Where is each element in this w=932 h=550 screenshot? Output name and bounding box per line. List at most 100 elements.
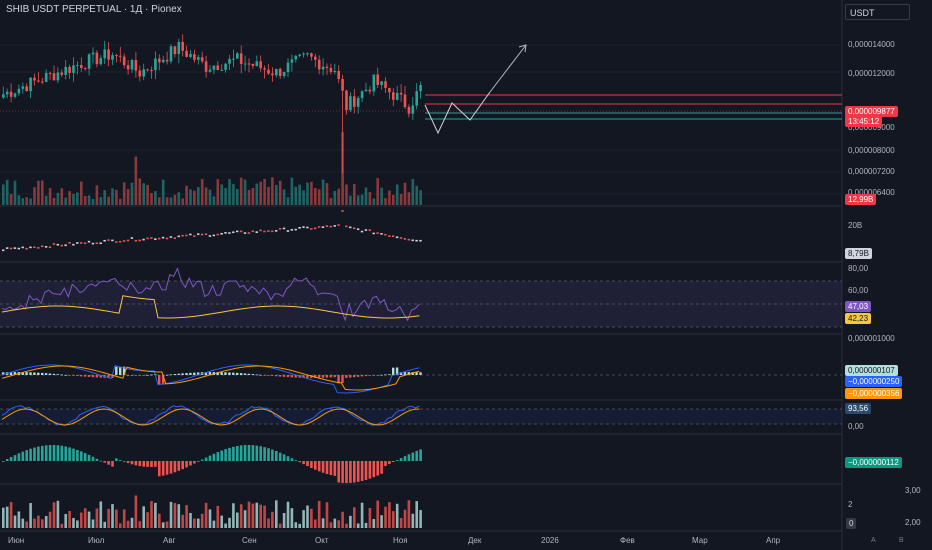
candle-body xyxy=(87,54,91,69)
osc-hist-bar xyxy=(197,461,200,462)
obv-value-badge: 8,79B xyxy=(845,248,872,259)
macd-hist-bar xyxy=(376,375,379,376)
volume-bar xyxy=(224,188,227,205)
symbol-title[interactable]: SHIB USDT PERPETUAL · 1Д · Pionex xyxy=(6,4,182,15)
volume-bar xyxy=(56,192,60,205)
macd-hist-bar xyxy=(372,375,375,376)
bottom-bar xyxy=(294,522,298,528)
osc-hist-bar xyxy=(341,461,344,483)
bottom-bar xyxy=(333,518,337,528)
candle-body xyxy=(364,89,368,92)
macd-hist-badge: 0,000000107 xyxy=(845,365,898,376)
osc-hist-bar xyxy=(407,454,411,461)
obv-mark xyxy=(111,239,114,242)
obv-mark xyxy=(349,226,352,229)
bottom-bar xyxy=(80,512,83,528)
bottom-bar xyxy=(232,503,235,528)
candle-body xyxy=(232,58,235,60)
obv-mark xyxy=(99,242,102,245)
bottom-bar xyxy=(189,512,192,528)
obv-mark xyxy=(68,242,71,244)
volume-bar xyxy=(372,198,376,205)
volume-bar xyxy=(232,184,235,205)
bottom-bar xyxy=(41,519,44,528)
rsi-axis-label: 60,00 xyxy=(848,286,869,295)
candle-body xyxy=(17,88,21,94)
candle-body xyxy=(392,92,395,100)
bottom-axis-label: 2,00 xyxy=(905,518,921,527)
settings-button[interactable]: B xyxy=(899,537,904,544)
candle-body xyxy=(278,68,282,77)
obv-mark xyxy=(138,239,141,242)
volume-bar xyxy=(310,181,313,205)
candle-body xyxy=(64,66,67,75)
auto-scale-button[interactable]: A xyxy=(871,537,876,544)
candle-body xyxy=(161,59,165,63)
time-axis-label: 2026 xyxy=(541,536,559,545)
volume-bar xyxy=(165,197,169,205)
volume-bar xyxy=(72,193,75,205)
osc-hist-bar xyxy=(107,461,110,465)
candle-body xyxy=(72,65,75,73)
obv-mark xyxy=(302,226,305,228)
obv-mark xyxy=(376,232,379,234)
macd-hist-bar xyxy=(119,366,122,375)
candle-body xyxy=(267,69,270,74)
macd-hist-bar xyxy=(263,375,266,376)
candle-body xyxy=(220,69,223,71)
macd-hist-bar xyxy=(72,375,75,376)
osc-hist-bar xyxy=(142,461,145,467)
candle-body xyxy=(48,72,52,74)
bottom-bar xyxy=(181,514,184,528)
volume-bar xyxy=(364,187,368,205)
candle-body xyxy=(142,69,145,77)
macd-hist-bar xyxy=(138,375,141,376)
osc-hist-bar xyxy=(259,446,262,461)
obv-mark xyxy=(333,225,336,227)
osc-hist-bar xyxy=(122,461,126,462)
candle-body xyxy=(181,41,184,51)
candle-body xyxy=(306,53,309,55)
candle-body xyxy=(302,53,305,55)
macd-hist-bar xyxy=(388,374,391,376)
candle-body xyxy=(158,58,161,63)
candle-body xyxy=(224,63,227,70)
osc-hist-bar xyxy=(216,452,220,461)
obv-mark xyxy=(407,238,410,241)
macd-hist-bar xyxy=(197,372,200,375)
bottom-bar xyxy=(380,515,383,528)
candle-body xyxy=(349,96,352,111)
rsi-line xyxy=(1,267,420,322)
candle-body xyxy=(353,96,356,107)
osc-hist-bar xyxy=(337,461,340,483)
obv-mark xyxy=(130,237,134,239)
bottom-bar xyxy=(399,517,403,528)
osc-hist-bar xyxy=(146,461,149,467)
volume-bar xyxy=(41,180,44,205)
obv-mark xyxy=(239,230,243,233)
currency-button[interactable]: USDT xyxy=(845,4,910,20)
osc-hist-bar xyxy=(243,445,247,461)
candle-body xyxy=(146,69,149,71)
obv-mark xyxy=(259,229,262,232)
macd-hist-bar xyxy=(395,367,399,375)
obv-mark xyxy=(224,231,227,234)
time-axis-label: Ноя xyxy=(393,536,408,545)
bottom-bar xyxy=(165,521,169,528)
osc-hist-bar xyxy=(356,461,360,482)
candle-body xyxy=(208,69,212,72)
volume-badge: 12,99B xyxy=(845,194,877,205)
candle-body xyxy=(83,68,87,70)
obv-mark xyxy=(208,235,212,237)
volume-bar xyxy=(83,195,87,205)
obv-mark xyxy=(216,233,219,236)
bottom-bar xyxy=(33,518,36,528)
obv-mark xyxy=(353,227,356,230)
candle-body xyxy=(345,90,348,111)
bottom-bar xyxy=(286,501,290,528)
candle-body xyxy=(204,61,208,72)
volume-bar xyxy=(306,182,309,205)
candle-body xyxy=(134,59,138,71)
osc-hist-bar xyxy=(83,453,87,461)
